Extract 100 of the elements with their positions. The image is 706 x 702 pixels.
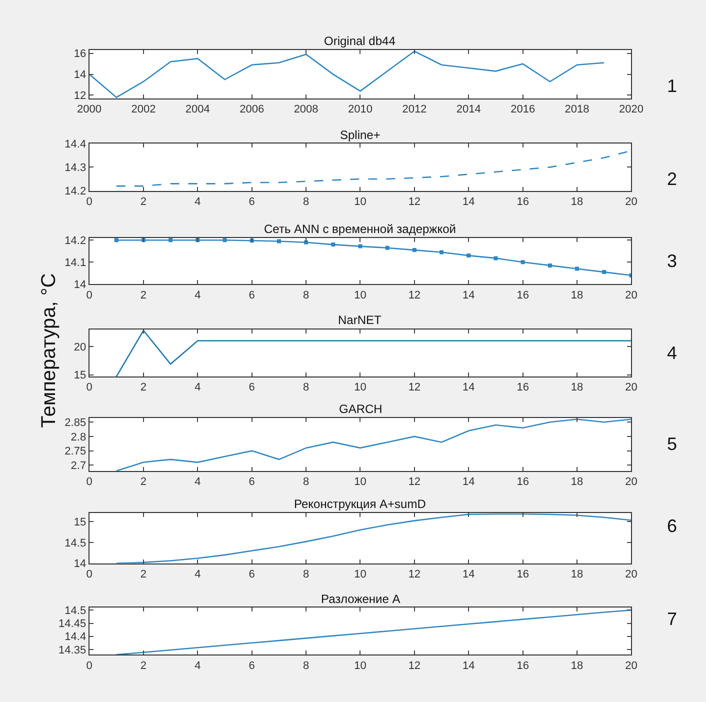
- x-tick-label: 12: [408, 476, 421, 488]
- x-tick-label: 6: [248, 660, 255, 672]
- x-tick-label: 0: [86, 382, 92, 394]
- line-series: [116, 609, 632, 655]
- x-tick-label: 10: [354, 568, 366, 580]
- y-tick-label: 14.2: [64, 235, 86, 247]
- text: 4: [667, 343, 678, 363]
- y-tick-label: 2.8: [70, 431, 86, 444]
- point: [440, 250, 444, 254]
- point: [114, 238, 118, 242]
- line-series: [89, 50, 605, 98]
- x-tick-label: 14: [462, 196, 475, 208]
- x-tick-label: 0: [86, 476, 92, 488]
- x-tick-label: 2010: [348, 104, 372, 116]
- chart-title: NarNET: [338, 313, 382, 327]
- x-tick-label: 2020: [618, 104, 644, 116]
- x-tick-label: 0: [86, 196, 92, 208]
- x-tick-label: 8: [302, 476, 310, 488]
- point: [520, 260, 525, 264]
- point: [575, 266, 580, 271]
- x-tick-label: 8: [302, 382, 310, 394]
- chart-title: Разложение A: [321, 592, 400, 606]
- x-tick-label: 18: [570, 660, 584, 672]
- chart-title: Реконструкция A+sumD: [294, 497, 426, 511]
- y-tick-label: 2.75: [64, 446, 86, 458]
- x-tick-label: 2: [140, 289, 147, 302]
- x-tick-label: 12: [408, 568, 421, 580]
- x-tick-label: 18: [570, 382, 584, 394]
- point: [222, 238, 227, 242]
- y-tick-label: 14.2: [64, 186, 86, 198]
- y-tick-label: 14: [74, 279, 86, 291]
- point: [385, 246, 390, 250]
- x-tick-label: 2002: [131, 104, 156, 116]
- x-tick-label: 8: [302, 196, 310, 208]
- x-tick-label: 18: [570, 568, 584, 580]
- point: [304, 240, 308, 244]
- x-tick-label: 14: [462, 382, 475, 394]
- x-tick-label: 4: [194, 382, 201, 394]
- point: [466, 254, 471, 258]
- y-tick-label: 14.45: [58, 618, 86, 630]
- x-tick-label: 20: [625, 196, 638, 208]
- x-tick-label: 2: [140, 660, 147, 672]
- line-series: [116, 513, 632, 564]
- x-tick-label: 16: [516, 476, 529, 488]
- y-tick-label: 14.4: [64, 631, 86, 644]
- x-tick-label: 18: [570, 196, 584, 208]
- y-tick-label: 14.35: [58, 644, 86, 656]
- chart-title: GARCH: [339, 402, 382, 416]
- y-tick-label: 14: [74, 69, 86, 82]
- x-tick-label: 0: [86, 660, 92, 672]
- point: [412, 248, 416, 252]
- x-tick-label: 2000: [77, 104, 102, 116]
- point: [494, 256, 498, 260]
- x-tick-label: 10: [354, 289, 366, 302]
- y-tick-label: 14.4: [64, 138, 86, 150]
- chart-title: Original db44: [324, 34, 396, 48]
- x-tick-label: 2006: [240, 104, 264, 116]
- y-tick-label: 20: [74, 341, 86, 354]
- x-tick-label: 20: [625, 382, 638, 394]
- x-tick-label: 16: [516, 382, 529, 394]
- x-tick-label: 6: [248, 476, 255, 488]
- x-tick-label: 2018: [564, 104, 590, 116]
- x-tick-label: 10: [354, 660, 366, 672]
- x-tick-label: 4: [194, 476, 201, 488]
- point: [168, 238, 173, 242]
- line-series: [116, 418, 632, 471]
- x-tick-label: 4: [194, 568, 201, 580]
- x-tick-label: 14: [462, 660, 475, 672]
- text: 6: [667, 516, 678, 536]
- text: 7: [667, 609, 678, 629]
- x-tick-label: 16: [516, 196, 529, 208]
- x-tick-label: 16: [516, 289, 529, 302]
- y-tick-label: 12: [74, 90, 86, 102]
- text: 5: [667, 434, 678, 454]
- x-tick-label: 14: [462, 476, 475, 488]
- y-tick-label: 14.3: [64, 162, 86, 174]
- x-tick-label: 18: [570, 289, 584, 302]
- point: [602, 270, 606, 274]
- x-tick-label: 6: [248, 196, 255, 208]
- x-tick-label: 12: [408, 660, 421, 672]
- x-tick-label: 10: [354, 382, 366, 394]
- point: [358, 244, 362, 248]
- x-tick-label: 8: [302, 660, 310, 672]
- y-tick-label: 14.5: [64, 537, 86, 550]
- line-series: [116, 330, 632, 377]
- x-tick-label: 6: [248, 382, 255, 394]
- y-tick-label: 15: [74, 370, 86, 382]
- x-tick-label: 4: [194, 196, 201, 208]
- x-tick-label: 0: [86, 568, 92, 580]
- x-tick-label: 8: [302, 289, 310, 302]
- point: [276, 239, 281, 244]
- x-tick-label: 4: [194, 660, 201, 672]
- y-tick-label: 16: [74, 48, 86, 60]
- y-axis-title: Температура, °C: [38, 273, 60, 428]
- x-tick-label: 12: [408, 289, 421, 302]
- x-tick-label: 14: [462, 568, 475, 580]
- x-tick-label: 20: [625, 476, 638, 488]
- y-tick-label: 15: [74, 516, 86, 528]
- x-tick-label: 20: [625, 289, 638, 302]
- x-tick-label: 20: [625, 568, 638, 580]
